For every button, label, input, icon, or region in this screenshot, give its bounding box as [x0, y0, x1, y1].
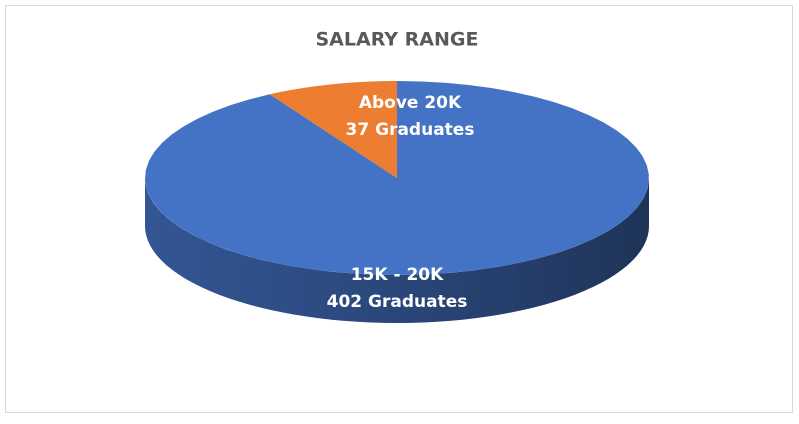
- slice-side-shade: [145, 178, 649, 323]
- slice-value-label: 37 Graduates: [346, 120, 475, 140]
- slice-category-label: Above 20K: [359, 93, 462, 113]
- chart-title: SALARY RANGE: [316, 29, 479, 51]
- slice: [145, 81, 649, 275]
- slice: [269, 81, 397, 178]
- slice-value-label: 402 Graduates: [327, 292, 468, 312]
- slice-category-label: 15K - 20K: [351, 265, 444, 285]
